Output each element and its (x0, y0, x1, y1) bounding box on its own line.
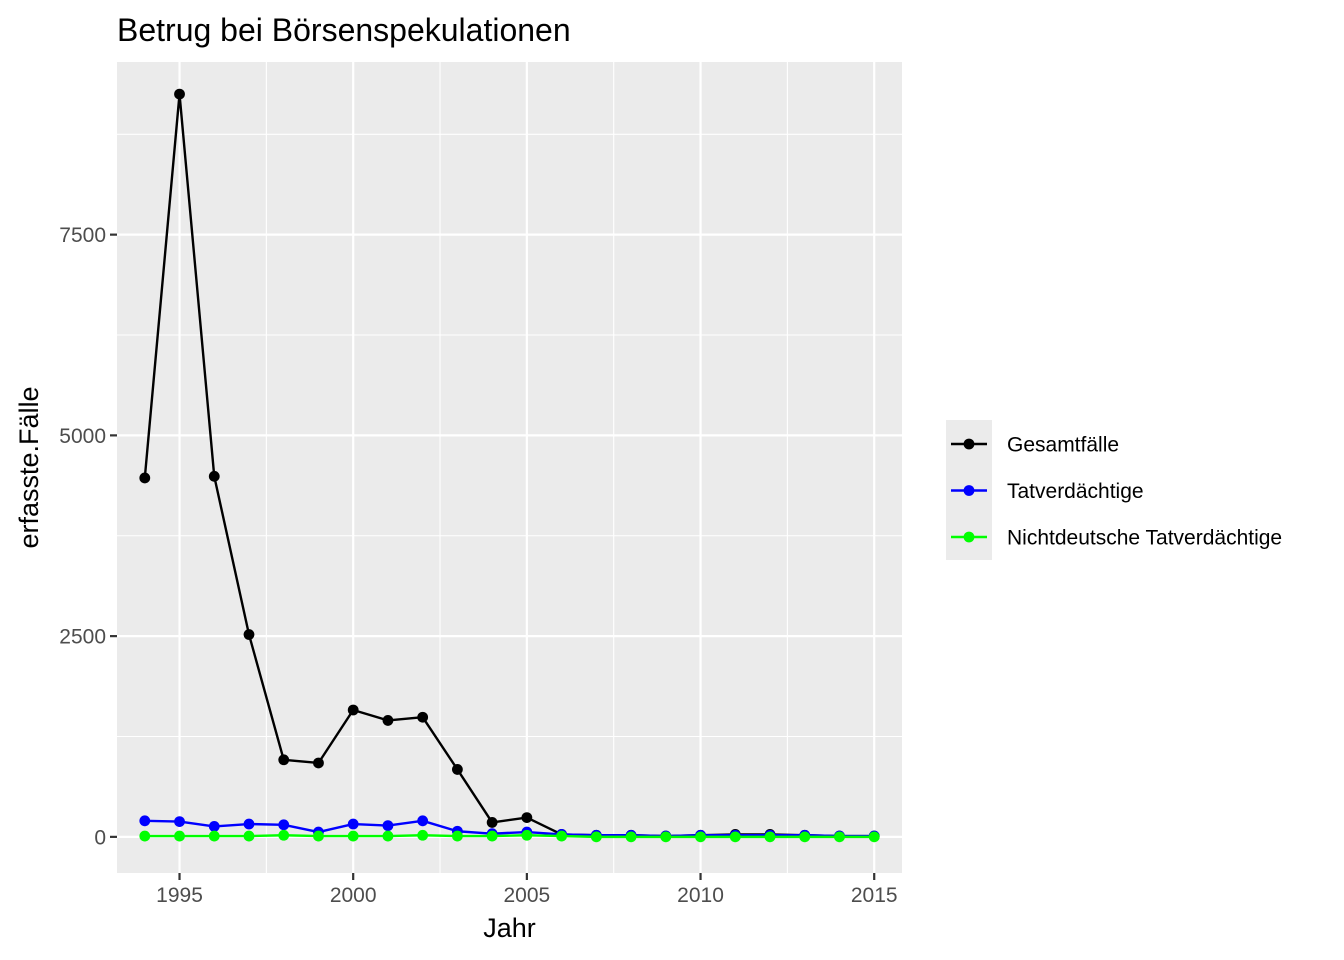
data-point-series-2 (486, 830, 498, 842)
data-point-series-2 (451, 830, 463, 842)
data-point-series-1 (278, 819, 290, 831)
data-point-series-2 (625, 831, 637, 843)
grid-lines (117, 62, 902, 873)
data-point-series-1 (174, 816, 185, 828)
data-point-series-0 (243, 629, 255, 640)
data-point-series-1 (347, 818, 359, 830)
data-point-series-1 (139, 815, 151, 827)
data-point-series-2 (695, 831, 706, 843)
x-axis-title: Jahr (483, 913, 536, 943)
data-point-series-0 (313, 757, 324, 769)
data-point-series-2 (347, 830, 359, 842)
data-point-series-1 (382, 820, 394, 832)
y-axis-title: erfasste.Fälle (14, 386, 44, 548)
axes: 0 2500 5000 7500 1995 2000 2005 2010 2015 (59, 224, 897, 907)
plot-panel (117, 62, 902, 873)
data-point-series-0 (417, 711, 429, 723)
data-point-series-2 (243, 830, 255, 842)
data-point-series-0 (139, 472, 151, 484)
x-tick-label: 2000 (330, 884, 377, 907)
data-point-series-1 (243, 818, 255, 830)
data-point-series-1 (417, 815, 429, 827)
data-point-series-2 (417, 829, 429, 841)
data-point-series-2 (278, 829, 290, 841)
legend-label-1: Tatverdächtige (1007, 480, 1144, 503)
data-point-series-0 (382, 715, 394, 726)
data-point-series-0 (208, 470, 220, 482)
legend-key-point-0 (963, 438, 975, 450)
y-tick-label: 5000 (59, 425, 106, 448)
data-point-series-0 (451, 764, 463, 775)
x-tick-label: 2015 (851, 884, 898, 907)
data-point-series-2 (868, 831, 880, 843)
data-point-series-2 (139, 830, 151, 842)
y-tick-label: 2500 (59, 626, 106, 649)
data-point-series-2 (590, 831, 602, 843)
data-point-series-2 (764, 831, 776, 843)
x-tick-label: 2010 (677, 884, 724, 907)
series-line-1 (144, 819, 875, 838)
legend-key-point-1 (963, 485, 975, 496)
data-point-series-0 (486, 817, 498, 828)
chart-title: Betrug bei Börsenspekulationen (117, 12, 571, 48)
data-point-series-0 (347, 704, 359, 716)
legend-key-point-2 (963, 531, 975, 543)
series-line-2 (144, 834, 875, 839)
data-point-series-2 (729, 831, 741, 843)
series-layer (139, 88, 880, 843)
data-point-series-0 (174, 88, 185, 100)
data-point-series-2 (660, 831, 672, 843)
data-point-series-2 (834, 831, 845, 843)
legend-label-0: Gesamtfälle (1007, 434, 1119, 457)
data-point-series-2 (556, 830, 568, 842)
data-point-series-0 (278, 754, 290, 766)
data-point-series-0 (521, 812, 533, 823)
y-tick-label: 7500 (59, 224, 106, 247)
data-point-series-2 (313, 830, 324, 842)
legend: Gesamtfälle Tatverdächtige Nichtdeutsche T… (946, 420, 1282, 560)
data-point-series-2 (208, 830, 220, 842)
data-point-series-2 (382, 830, 394, 842)
data-point-series-2 (521, 829, 533, 841)
x-tick-label: 2005 (504, 884, 551, 907)
data-point-series-2 (174, 830, 185, 842)
y-tick-label: 0 (94, 826, 106, 849)
data-point-series-2 (799, 831, 811, 843)
legend-label-2: Nichtdeutsche Tatverdächtige (1007, 527, 1282, 550)
data-point-series-1 (208, 821, 220, 832)
x-tick-label: 1995 (156, 884, 203, 907)
